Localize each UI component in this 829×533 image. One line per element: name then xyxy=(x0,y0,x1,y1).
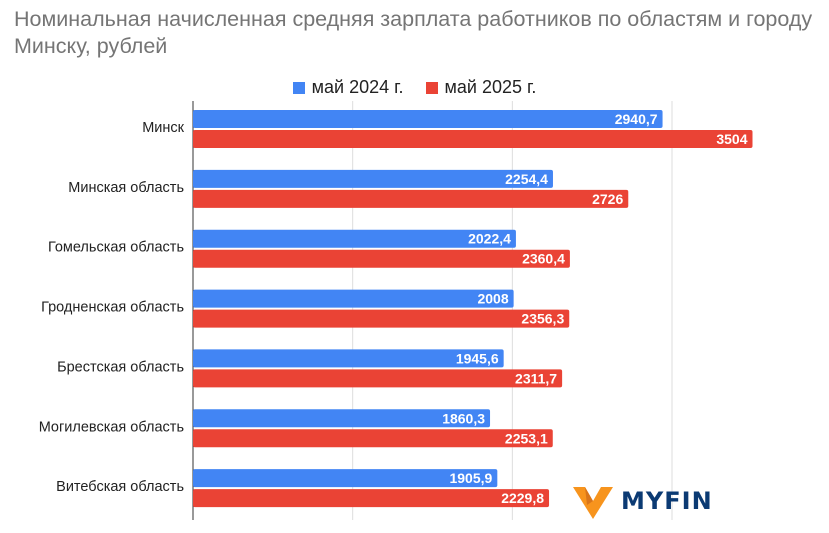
bar-2024 xyxy=(193,409,491,428)
category-label: Могилевская область xyxy=(39,419,184,435)
data-label: 2008 xyxy=(477,291,508,307)
bar-2025 xyxy=(193,130,753,148)
category-label: Минск xyxy=(142,120,184,136)
data-label: 2360,4 xyxy=(522,251,565,267)
data-label: 2229,8 xyxy=(501,490,544,506)
bar-2024 xyxy=(193,289,514,308)
data-label: 3504 xyxy=(716,131,747,147)
data-label: 2940,7 xyxy=(615,111,658,127)
data-label: 1945,6 xyxy=(456,350,499,366)
myfin-logo-text: MYFIN xyxy=(621,487,713,515)
bar-2024 xyxy=(193,349,504,368)
bar-2025 xyxy=(193,429,553,448)
bar-2025 xyxy=(193,369,563,388)
data-label: 2253,1 xyxy=(505,430,548,446)
category-label: Гродненская область xyxy=(41,300,184,316)
data-label: 2254,4 xyxy=(505,171,548,187)
bar-2024 xyxy=(193,110,663,128)
category-label: Витебская область xyxy=(56,479,184,495)
legend-label-2025: май 2025 г. xyxy=(444,77,537,97)
data-label: 2311,7 xyxy=(515,370,557,386)
bar-2024 xyxy=(193,469,498,488)
data-label: 1860,3 xyxy=(442,410,485,426)
category-label: Гомельская область xyxy=(48,240,184,256)
category-label: Минская область xyxy=(68,180,184,196)
data-label: 1905,9 xyxy=(449,470,492,486)
bar-2025 xyxy=(193,309,570,328)
legend-item-2024[interactable]: май 2024 г. xyxy=(292,77,404,98)
chart-title: Номинальная начисленная средняя зарплата… xyxy=(14,7,813,58)
legend-swatch-2024 xyxy=(292,81,305,94)
bar-2025 xyxy=(193,189,629,208)
myfin-logo-mark-icon xyxy=(573,487,613,519)
legend-label-2024: май 2024 г. xyxy=(311,77,404,97)
legend-item-2025[interactable]: май 2025 г. xyxy=(425,77,537,98)
category-label: Брестская область xyxy=(57,359,184,375)
data-label: 2356,3 xyxy=(521,311,564,327)
bar-2024 xyxy=(193,169,553,188)
bar-2025 xyxy=(193,489,550,508)
data-label: 2726 xyxy=(592,191,623,207)
legend: май 2024 г. май 2025 г. xyxy=(0,77,829,98)
myfin-logo: MYFIN xyxy=(573,483,713,519)
data-label: 2022,4 xyxy=(468,231,511,247)
bar-2024 xyxy=(193,229,516,248)
bar-2025 xyxy=(193,249,570,268)
legend-swatch-2025 xyxy=(425,81,438,94)
